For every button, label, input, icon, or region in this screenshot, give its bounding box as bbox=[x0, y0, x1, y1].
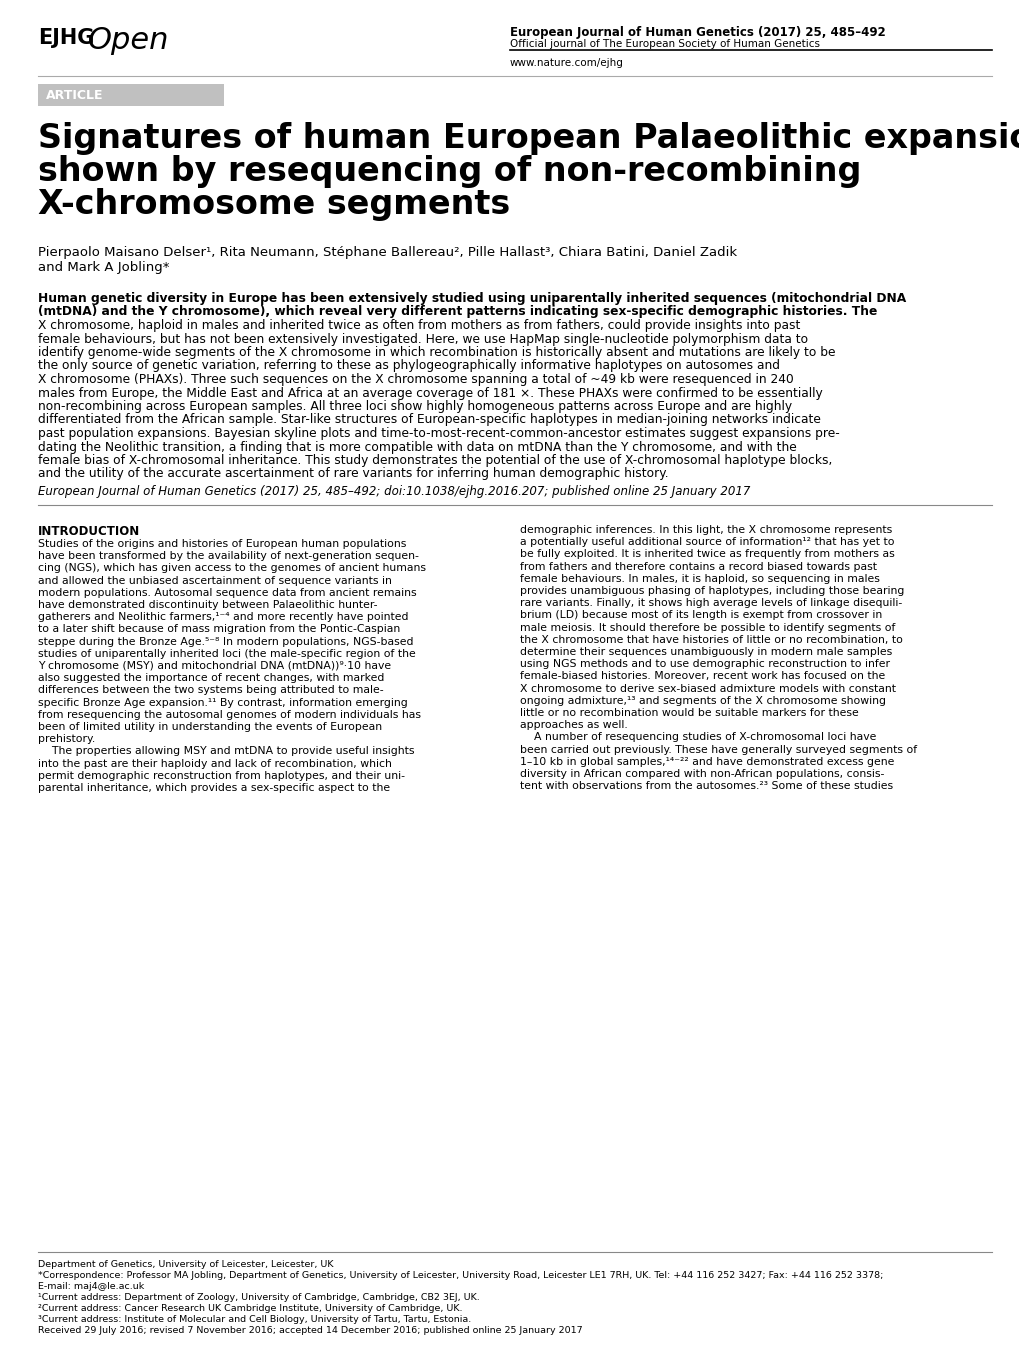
Text: using NGS methods and to use demographic reconstruction to infer: using NGS methods and to use demographic… bbox=[520, 659, 890, 669]
Text: steppe during the Bronze Age.⁵⁻⁸ In modern populations, NGS-based: steppe during the Bronze Age.⁵⁻⁸ In mode… bbox=[38, 637, 413, 646]
Text: Studies of the origins and histories of European human populations: Studies of the origins and histories of … bbox=[38, 539, 406, 549]
Text: Department of Genetics, University of Leicester, Leicester, UK: Department of Genetics, University of Le… bbox=[38, 1260, 333, 1270]
Text: rare variants. Finally, it shows high average levels of linkage disequili-: rare variants. Finally, it shows high av… bbox=[520, 598, 902, 608]
Text: European Journal of Human Genetics (2017) 25, 485–492: European Journal of Human Genetics (2017… bbox=[510, 26, 884, 39]
Text: X chromosome to derive sex-biased admixture models with constant: X chromosome to derive sex-biased admixt… bbox=[520, 684, 895, 694]
Text: have demonstrated discontinuity between Palaeolithic hunter-: have demonstrated discontinuity between … bbox=[38, 600, 377, 610]
Text: E-mail: maj4@le.ac.uk: E-mail: maj4@le.ac.uk bbox=[38, 1282, 144, 1291]
Text: also suggested the importance of recent changes, with marked: also suggested the importance of recent … bbox=[38, 673, 384, 683]
Text: demographic inferences. In this light, the X chromosome represents: demographic inferences. In this light, t… bbox=[520, 524, 892, 535]
Text: have been transformed by the availability of next-generation sequen-: have been transformed by the availabilit… bbox=[38, 551, 419, 561]
FancyBboxPatch shape bbox=[38, 84, 224, 106]
Text: diversity in African compared with non-African populations, consis-: diversity in African compared with non-A… bbox=[520, 770, 883, 779]
Text: the only source of genetic variation, referring to these as phylogeographically : the only source of genetic variation, re… bbox=[38, 359, 780, 373]
Text: male meiosis. It should therefore be possible to identify segments of: male meiosis. It should therefore be pos… bbox=[520, 622, 895, 633]
Text: provides unambiguous phasing of haplotypes, including those bearing: provides unambiguous phasing of haplotyp… bbox=[520, 585, 904, 596]
Text: from fathers and therefore contains a record biased towards past: from fathers and therefore contains a re… bbox=[520, 561, 876, 572]
Text: differentiated from the African sample. Star-like structures of European-specifi: differentiated from the African sample. … bbox=[38, 413, 820, 427]
Text: Signatures of human European Palaeolithic expansion: Signatures of human European Palaeolithi… bbox=[38, 122, 1019, 154]
Text: ongoing admixture,¹³ and segments of the X chromosome showing: ongoing admixture,¹³ and segments of the… bbox=[520, 696, 886, 706]
Text: www.nature.com/ejhg: www.nature.com/ejhg bbox=[510, 58, 624, 68]
Text: ARTICLE: ARTICLE bbox=[46, 89, 103, 102]
Text: to a later shift because of mass migration from the Pontic-Caspian: to a later shift because of mass migrati… bbox=[38, 625, 399, 634]
Text: brium (LD) because most of its length is exempt from crossover in: brium (LD) because most of its length is… bbox=[520, 610, 881, 621]
Text: female behaviours. In males, it is haploid, so sequencing in males: female behaviours. In males, it is haplo… bbox=[520, 573, 879, 584]
Text: determine their sequences unambiguously in modern male samples: determine their sequences unambiguously … bbox=[520, 646, 892, 657]
Text: gatherers and Neolithic farmers,¹⁻⁴ and more recently have pointed: gatherers and Neolithic farmers,¹⁻⁴ and … bbox=[38, 612, 408, 622]
Text: a potentially useful additional source of information¹² that has yet to: a potentially useful additional source o… bbox=[520, 537, 894, 547]
Text: A number of resequencing studies of X-chromosomal loci have: A number of resequencing studies of X-ch… bbox=[520, 733, 875, 743]
Text: Human genetic diversity in Europe has been extensively studied using uniparental: Human genetic diversity in Europe has be… bbox=[38, 291, 905, 305]
Text: modern populations. Autosomal sequence data from ancient remains: modern populations. Autosomal sequence d… bbox=[38, 588, 416, 598]
Text: prehistory.: prehistory. bbox=[38, 734, 95, 744]
Text: The properties allowing MSY and mtDNA to provide useful insights: The properties allowing MSY and mtDNA to… bbox=[38, 747, 414, 756]
Text: INTRODUCTION: INTRODUCTION bbox=[38, 524, 141, 538]
Text: female bias of X-chromosomal inheritance. This study demonstrates the potential : female bias of X-chromosomal inheritance… bbox=[38, 454, 832, 467]
Text: little or no recombination would be suitable markers for these: little or no recombination would be suit… bbox=[520, 709, 858, 718]
Text: 1–10 kb in global samples,¹⁴⁻²² and have demonstrated excess gene: 1–10 kb in global samples,¹⁴⁻²² and have… bbox=[520, 757, 894, 767]
Text: the X chromosome that have histories of little or no recombination, to: the X chromosome that have histories of … bbox=[520, 634, 902, 645]
Text: X chromosome (PHAXs). Three such sequences on the X chromosome spanning a total : X chromosome (PHAXs). Three such sequenc… bbox=[38, 373, 793, 386]
Text: European Journal of Human Genetics (2017) 25, 485–492; doi:10.1038/ejhg.2016.207: European Journal of Human Genetics (2017… bbox=[38, 485, 750, 499]
Text: shown by resequencing of non-recombining: shown by resequencing of non-recombining bbox=[38, 154, 860, 188]
Text: be fully exploited. It is inherited twice as frequently from mothers as: be fully exploited. It is inherited twic… bbox=[520, 549, 894, 560]
Text: ²Current address: Cancer Research UK Cambridge Institute, University of Cambridg: ²Current address: Cancer Research UK Cam… bbox=[38, 1304, 462, 1313]
Text: and allowed the unbiased ascertainment of sequence variants in: and allowed the unbiased ascertainment o… bbox=[38, 576, 391, 585]
Text: non-recombining across European samples. All three loci show highly homogeneous : non-recombining across European samples.… bbox=[38, 400, 792, 413]
Text: differences between the two systems being attributed to male-: differences between the two systems bein… bbox=[38, 686, 383, 695]
Text: identify genome-wide segments of the X chromosome in which recombination is hist: identify genome-wide segments of the X c… bbox=[38, 346, 835, 359]
Text: approaches as well.: approaches as well. bbox=[520, 721, 627, 730]
Text: cing (NGS), which has given access to the genomes of ancient humans: cing (NGS), which has given access to th… bbox=[38, 564, 426, 573]
Text: ¹Current address: Department of Zoology, University of Cambridge, Cambridge, CB2: ¹Current address: Department of Zoology,… bbox=[38, 1293, 479, 1302]
Text: Open: Open bbox=[88, 26, 169, 56]
Text: from resequencing the autosomal genomes of modern individuals has: from resequencing the autosomal genomes … bbox=[38, 710, 421, 720]
Text: specific Bronze Age expansion.¹¹ By contrast, information emerging: specific Bronze Age expansion.¹¹ By cont… bbox=[38, 698, 408, 707]
Text: *Correspondence: Professor MA Jobling, Department of Genetics, University of Lei: *Correspondence: Professor MA Jobling, D… bbox=[38, 1271, 882, 1280]
Text: tent with observations from the autosomes.²³ Some of these studies: tent with observations from the autosome… bbox=[520, 782, 893, 791]
Text: studies of uniparentally inherited loci (the male-specific region of the: studies of uniparentally inherited loci … bbox=[38, 649, 416, 659]
Text: and the utility of the accurate ascertainment of rare variants for inferring hum: and the utility of the accurate ascertai… bbox=[38, 467, 668, 481]
Text: (mtDNA) and the Y chromosome), which reveal very different patterns indicating s: (mtDNA) and the Y chromosome), which rev… bbox=[38, 305, 876, 318]
Text: been of limited utility in understanding the events of European: been of limited utility in understanding… bbox=[38, 722, 382, 732]
Text: and Mark A Jobling*: and Mark A Jobling* bbox=[38, 262, 169, 274]
Text: female behaviours, but has not been extensively investigated. Here, we use HapMa: female behaviours, but has not been exte… bbox=[38, 332, 807, 346]
Text: parental inheritance, which provides a sex-specific aspect to the: parental inheritance, which provides a s… bbox=[38, 783, 389, 793]
Text: Official journal of The European Society of Human Genetics: Official journal of The European Society… bbox=[510, 39, 819, 49]
Text: EJHG: EJHG bbox=[38, 28, 95, 47]
Text: female-biased histories. Moreover, recent work has focused on the: female-biased histories. Moreover, recen… bbox=[520, 671, 884, 682]
Text: past population expansions. Bayesian skyline plots and time-to-most-recent-commo: past population expansions. Bayesian sky… bbox=[38, 427, 839, 440]
Text: X chromosome, haploid in males and inherited twice as often from mothers as from: X chromosome, haploid in males and inher… bbox=[38, 318, 800, 332]
Text: dating the Neolithic transition, a finding that is more compatible with data on : dating the Neolithic transition, a findi… bbox=[38, 440, 796, 454]
Text: ³Current address: Institute of Molecular and Cell Biology, University of Tartu, : ³Current address: Institute of Molecular… bbox=[38, 1314, 471, 1324]
Text: Y chromosome (MSY) and mitochondrial DNA (mtDNA))⁹·10 have: Y chromosome (MSY) and mitochondrial DNA… bbox=[38, 661, 390, 671]
Text: Pierpaolo Maisano Delser¹, Rita Neumann, Stéphane Ballereau², Pille Hallast³, Ch: Pierpaolo Maisano Delser¹, Rita Neumann,… bbox=[38, 247, 737, 259]
Text: males from Europe, the Middle East and Africa at an average coverage of 181 ×. T: males from Europe, the Middle East and A… bbox=[38, 386, 822, 400]
Text: X-chromosome segments: X-chromosome segments bbox=[38, 188, 510, 221]
Text: Received 29 July 2016; revised 7 November 2016; accepted 14 December 2016; publi: Received 29 July 2016; revised 7 Novembe… bbox=[38, 1327, 582, 1335]
Text: been carried out previously. These have generally surveyed segments of: been carried out previously. These have … bbox=[520, 745, 916, 755]
Text: into the past are their haploidy and lack of recombination, which: into the past are their haploidy and lac… bbox=[38, 759, 391, 768]
Text: permit demographic reconstruction from haplotypes, and their uni-: permit demographic reconstruction from h… bbox=[38, 771, 405, 780]
